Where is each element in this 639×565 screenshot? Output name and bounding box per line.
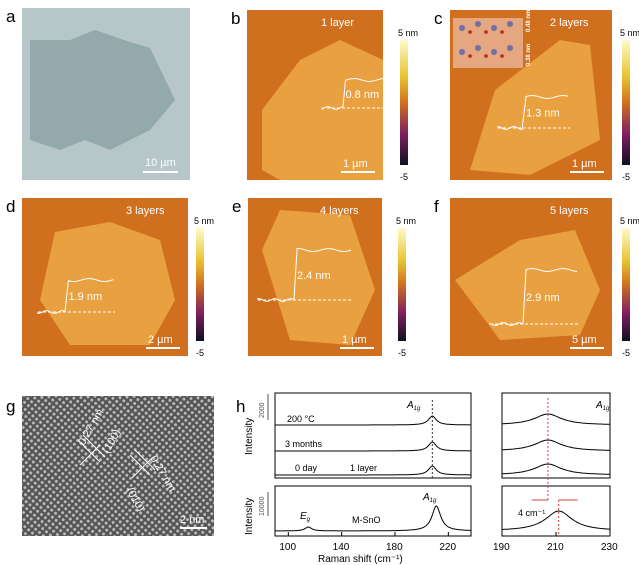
scale-label: 1 µm	[342, 334, 367, 346]
raman-trace-zoom	[501, 439, 610, 451]
series-label: 200 °C	[287, 414, 315, 424]
raman-trace-msno-zoom	[501, 510, 611, 530]
step-height: 2.4 nm	[297, 270, 331, 282]
scale-label: 1 µm	[572, 158, 597, 170]
scale-label: 10 µm	[145, 157, 176, 169]
colorbar-max: 5 nm	[396, 216, 416, 226]
colorbar-max: 5 nm	[194, 216, 214, 226]
x-tick-label: 230	[601, 542, 618, 553]
plot-frame	[274, 392, 472, 479]
height-profile	[489, 267, 578, 327]
height-profile	[321, 78, 385, 110]
colorbar-min: -5	[622, 172, 630, 182]
height-profile	[257, 248, 352, 303]
colorbar-min: -5	[196, 348, 204, 358]
x-tick-label: 220	[439, 542, 456, 553]
afm-panel-d: 3 layers 1.9 nm 2 µm 5 nm -5	[22, 198, 214, 358]
height-profile	[497, 94, 569, 131]
scale-label: 2 nm	[180, 514, 204, 526]
raman-trace	[275, 465, 471, 476]
flake	[262, 40, 383, 180]
layer-title: 1 layer	[321, 17, 354, 29]
flake	[262, 210, 375, 345]
panel-label-a: a	[6, 7, 16, 26]
step-height: 1.9 nm	[69, 291, 103, 303]
tem-image	[22, 396, 214, 536]
colorbar	[622, 40, 630, 165]
panel-label-b: b	[231, 9, 240, 28]
x-tick-label: 190	[493, 542, 510, 553]
colorbar-max: 5 nm	[620, 216, 639, 226]
shift-label: 4 cm⁻¹	[518, 508, 545, 518]
x-tick-label: 180	[386, 542, 403, 553]
series-label: 3 months	[285, 439, 323, 449]
flake	[470, 40, 600, 175]
panel-label-e: e	[232, 197, 241, 216]
x-tick-label: 210	[547, 542, 564, 553]
colorbar-min: -5	[398, 348, 406, 358]
scale-top: 2000	[259, 402, 266, 418]
step-height: 0.8 nm	[346, 89, 380, 101]
flake	[455, 230, 600, 340]
eg-label: Eg	[300, 511, 311, 523]
flake	[40, 222, 175, 345]
layer-title: 4 layers	[320, 205, 359, 217]
raman-trace-msno	[275, 505, 471, 532]
step-height: 2.9 nm	[526, 292, 560, 304]
panel-label-g: g	[6, 397, 15, 416]
scale-bottom: 10000	[259, 496, 266, 516]
x-tick-label: 140	[333, 542, 350, 553]
scale-label: 2 µm	[148, 334, 173, 346]
peak-label: A1g	[595, 400, 610, 412]
layer-note: 1 layer	[350, 463, 377, 473]
peak-label: A1g	[406, 400, 421, 412]
afm-panel-f: 5 layers 2.9 nm 5 µm 5 nm -5	[450, 198, 639, 358]
raman-trace	[275, 441, 471, 452]
height-profile	[37, 278, 114, 315]
colorbar	[400, 40, 408, 165]
crystal-structure-inset: 0.48 nm 0.38 nm	[453, 10, 532, 68]
panel-label-c: c	[434, 9, 443, 28]
y-axis-label-top: Intensity	[244, 418, 255, 455]
colorbar	[622, 228, 630, 341]
layer-title: 3 layers	[126, 205, 165, 217]
optical-image	[22, 8, 190, 180]
step-height: 1.3 nm	[526, 108, 560, 120]
x-axis-label: Raman shift (cm⁻¹)	[318, 554, 403, 565]
raman-trace-zoom	[501, 463, 610, 475]
panel-label-f: f	[434, 197, 439, 216]
panel-label-d: d	[6, 197, 15, 216]
bottom-series-label: M-SnO	[352, 515, 381, 525]
colorbar-max: 5 nm	[398, 28, 418, 38]
colorbar	[196, 228, 204, 341]
raman-trace	[275, 415, 471, 426]
colorbar-min: -5	[400, 172, 408, 182]
layer-title: 5 layers	[550, 205, 589, 217]
peak-label: A1g	[422, 492, 437, 504]
scale-label: 5 µm	[572, 334, 597, 346]
panel-label-h: h	[236, 397, 245, 416]
plot-frame	[274, 485, 472, 537]
plot-frame	[501, 392, 611, 479]
colorbar	[398, 228, 406, 341]
lattice-markers	[77, 434, 156, 479]
y-axis-label-bottom: Intensity	[244, 498, 255, 535]
x-tick-label: 100	[279, 542, 296, 553]
colorbar-min: -5	[622, 348, 630, 358]
series-label: 0 day	[295, 463, 318, 473]
layer-title: 2 layers	[550, 17, 589, 29]
inset-d1: 0.48 nm	[526, 10, 532, 32]
afm-panel-e: 4 layers 2.4 nm 1 µm 5 nm -5	[248, 198, 416, 358]
raman-trace-zoom	[501, 413, 610, 425]
scale-label: 1 µm	[343, 158, 368, 170]
afm-panel-b: 1 layer 0.8 nm 1 µm 5 nm -5	[247, 10, 418, 182]
inset-d2: 0.38 nm	[526, 44, 532, 66]
colorbar-max: 5 nm	[620, 28, 639, 38]
